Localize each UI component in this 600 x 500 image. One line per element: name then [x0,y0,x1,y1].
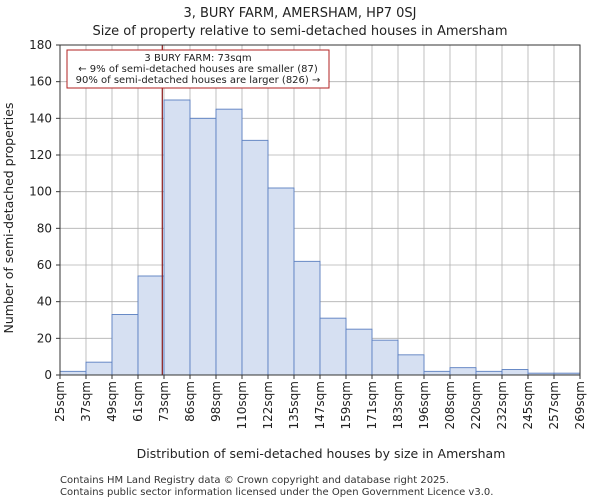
x-tick-label: 220sqm [469,381,483,429]
y-tick-label: 60 [37,258,52,272]
annotation-line-3: 90% of semi-detached houses are larger (… [76,75,321,86]
bar-196sqm [423,370,451,376]
x-axis-ticks: 25sqm 37sqm 49sqm 61sqm 73sqm 86sqm 98sqm 110sq… [53,375,587,429]
y-tick-label: 20 [37,331,52,345]
y-tick-label: 80 [37,221,52,235]
bar-232sqm [501,369,529,376]
bar-49sqm [111,314,139,376]
x-tick-label: 257sqm [547,381,561,429]
x-tick-label: 183sqm [391,381,405,429]
annotation-box: 3 BURY FARM: 73sqm ← 9% of semi-detached… [66,49,330,89]
x-tick-label: 269sqm [573,381,587,429]
x-tick-label: 122sqm [261,381,275,429]
y-tick-label: 180 [29,38,52,52]
y-axis-ticks: 0 20 40 60 80 100 120 140 160 180 [29,38,60,382]
bar-110sqm [241,139,269,376]
bar-183sqm [397,354,425,376]
y-tick-label: 100 [29,185,52,199]
footer-line-2: Contains public sector information licen… [60,487,493,498]
x-tick-label: 37sqm [79,381,93,422]
bar-98sqm [215,108,243,376]
x-tick-label: 208sqm [443,381,457,429]
footer-line-1: Contains HM Land Registry data © Crown c… [60,475,449,486]
bar-171sqm [371,339,399,376]
x-tick-label: 171sqm [365,381,379,429]
x-tick-label: 86sqm [183,381,197,422]
x-tick-label: 135sqm [287,381,301,429]
bar-25sqm [59,370,87,376]
chart-subtitle: Size of property relative to semi-detach… [92,24,507,39]
y-tick-label: 0 [44,368,52,382]
bar-86sqm [189,117,217,376]
x-tick-label: 61sqm [131,381,145,422]
annotation-line-2: ← 9% of semi-detached houses are smaller… [78,64,318,75]
bar-37sqm [85,361,113,376]
bar-135sqm [293,260,321,376]
x-tick-label: 49sqm [105,381,119,422]
y-tick-label: 120 [29,148,52,162]
x-tick-label: 73sqm [157,381,171,422]
y-tick-label: 160 [29,75,52,89]
chart-title: 3, BURY FARM, AMERSHAM, HP7 0SJ [183,6,416,21]
y-axis-label: Number of semi-detached properties [1,103,16,334]
x-tick-label: 232sqm [495,381,509,429]
x-tick-label: 147sqm [313,381,327,429]
bars [59,99,581,376]
x-axis-label: Distribution of semi-detached houses by … [137,446,506,461]
bar-208sqm [449,367,477,376]
x-tick-label: 98sqm [209,381,223,422]
bar-159sqm [345,328,373,376]
annotation-line-1: 3 BURY FARM: 73sqm [144,53,251,64]
x-tick-label: 159sqm [339,381,353,429]
bar-220sqm [475,370,503,376]
bar-122sqm [267,187,295,376]
x-tick-label: 110sqm [235,381,249,429]
y-tick-label: 140 [29,111,52,125]
x-tick-label: 245sqm [521,381,535,429]
bar-73sqm [163,99,191,376]
y-tick-label: 40 [37,295,52,309]
x-tick-label: 25sqm [53,381,67,422]
annotation-frame [66,49,330,89]
x-tick-label: 196sqm [417,381,431,429]
bar-61sqm [137,275,165,376]
bar-147sqm [319,317,347,376]
